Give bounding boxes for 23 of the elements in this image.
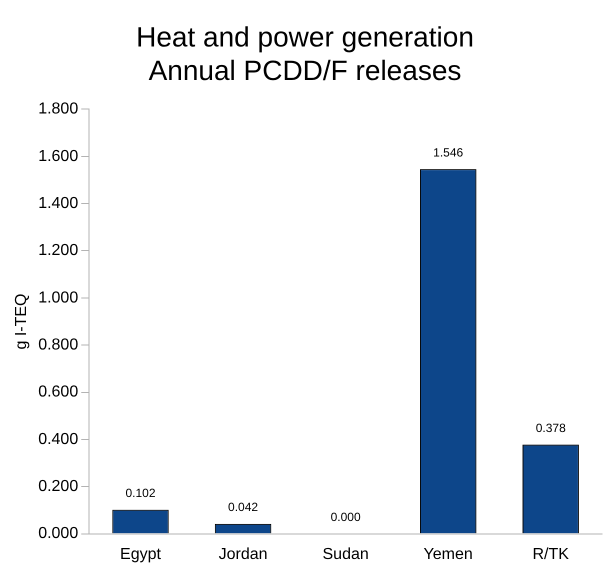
y-tick-label: 0.000 — [38, 525, 78, 542]
data-label: 1.546 — [433, 145, 464, 160]
y-tick-label: 1.400 — [38, 194, 78, 212]
y-axis-title: g I-TEQ — [13, 293, 30, 350]
x-tick-label: Egypt — [120, 546, 162, 563]
x-tick-label: R/TK — [532, 546, 570, 563]
y-tick-label: 1.200 — [38, 242, 78, 260]
y-tick-label: 1.800 — [38, 100, 78, 118]
data-label: 0.042 — [228, 500, 258, 514]
x-tick-label: Sudan — [322, 546, 369, 563]
text: Heat and power generation — [136, 22, 474, 53]
y-tick-label: 0.400 — [38, 430, 78, 448]
y-tick-label: 0.200 — [38, 478, 78, 496]
text: Annual PCDD/F releases — [148, 55, 462, 86]
y-tick-label: 1.600 — [38, 148, 78, 165]
x-tick-label: Jordan — [218, 546, 268, 563]
data-label: 0.102 — [126, 486, 156, 500]
data-label: 0.000 — [330, 510, 361, 524]
data-label: 0.378 — [536, 420, 566, 435]
y-tick-label: 1.000 — [38, 289, 78, 306]
x-tick-label: Yemen — [424, 546, 473, 563]
y-tick-label: 0.600 — [38, 384, 78, 401]
y-tick-label: 0.800 — [38, 336, 78, 354]
